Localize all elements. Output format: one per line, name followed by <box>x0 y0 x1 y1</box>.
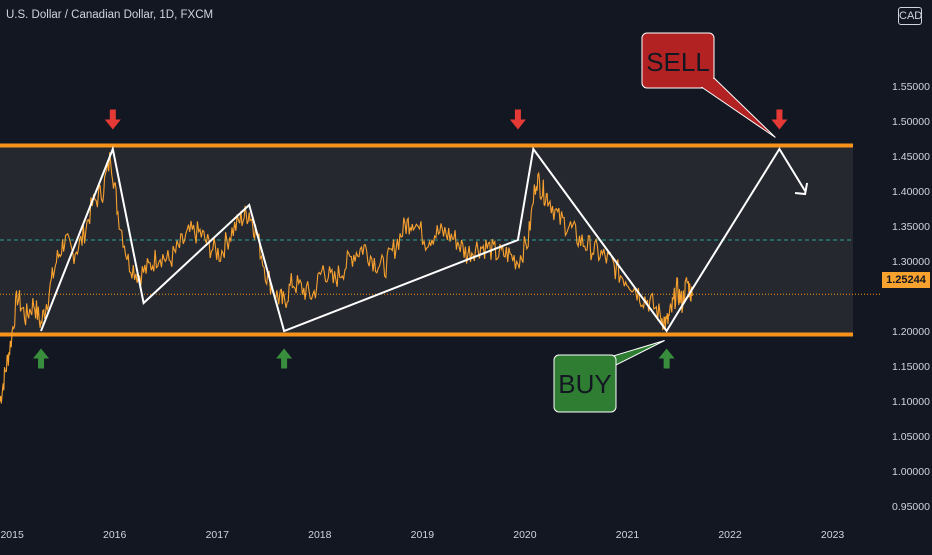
y-tick-label: 1.05000 <box>892 431 930 443</box>
x-tick-label: 2020 <box>513 529 537 541</box>
y-tick-label: 1.55000 <box>892 81 930 93</box>
buy-callout-text: BUY <box>558 369 611 399</box>
x-tick-label: 2017 <box>206 529 230 541</box>
x-tick-label: 2023 <box>821 529 845 541</box>
currency-button[interactable]: CAD <box>898 7 922 25</box>
x-tick-label: 2019 <box>411 529 435 541</box>
y-tick-label: 1.30000 <box>892 256 930 268</box>
buy-arrow-icon <box>276 348 293 369</box>
y-tick-label: 1.35000 <box>892 221 930 233</box>
x-tick-label: 2015 <box>0 529 24 541</box>
sell-arrow-icon <box>771 109 788 130</box>
last-price-label: 1.25244 <box>882 272 930 288</box>
y-tick-label: 1.20000 <box>892 326 930 338</box>
x-tick-label: 2016 <box>103 529 127 541</box>
sell-arrow-icon <box>509 109 526 130</box>
y-tick-label: 1.50000 <box>892 116 930 128</box>
y-tick-label: 1.10000 <box>892 396 930 408</box>
buy-arrow-icon <box>33 348 50 369</box>
price-series-line <box>0 152 693 404</box>
zigzag-projection-line <box>40 145 806 333</box>
y-tick-label: 1.00000 <box>892 466 930 478</box>
y-tick-label: 1.40000 <box>892 186 930 198</box>
sell-arrow-icon <box>104 109 121 130</box>
zigzag-arrow-head <box>794 182 809 196</box>
buy-arrow-icon <box>658 348 675 369</box>
buy-callout-box <box>553 354 617 413</box>
x-tick-label: 2022 <box>718 529 742 541</box>
y-tick-label: 0.95000 <box>892 501 930 513</box>
sell-callout-fill <box>643 34 713 87</box>
chart-title: U.S. Dollar / Canadian Dollar, 1D, FXCM <box>6 9 214 21</box>
y-tick-label: 1.15000 <box>892 361 930 373</box>
x-tick-label: 2018 <box>308 529 332 541</box>
sell-callout-text: SELL <box>646 47 710 77</box>
x-tick-label: 2021 <box>616 529 640 541</box>
y-tick-label: 1.45000 <box>892 151 930 163</box>
